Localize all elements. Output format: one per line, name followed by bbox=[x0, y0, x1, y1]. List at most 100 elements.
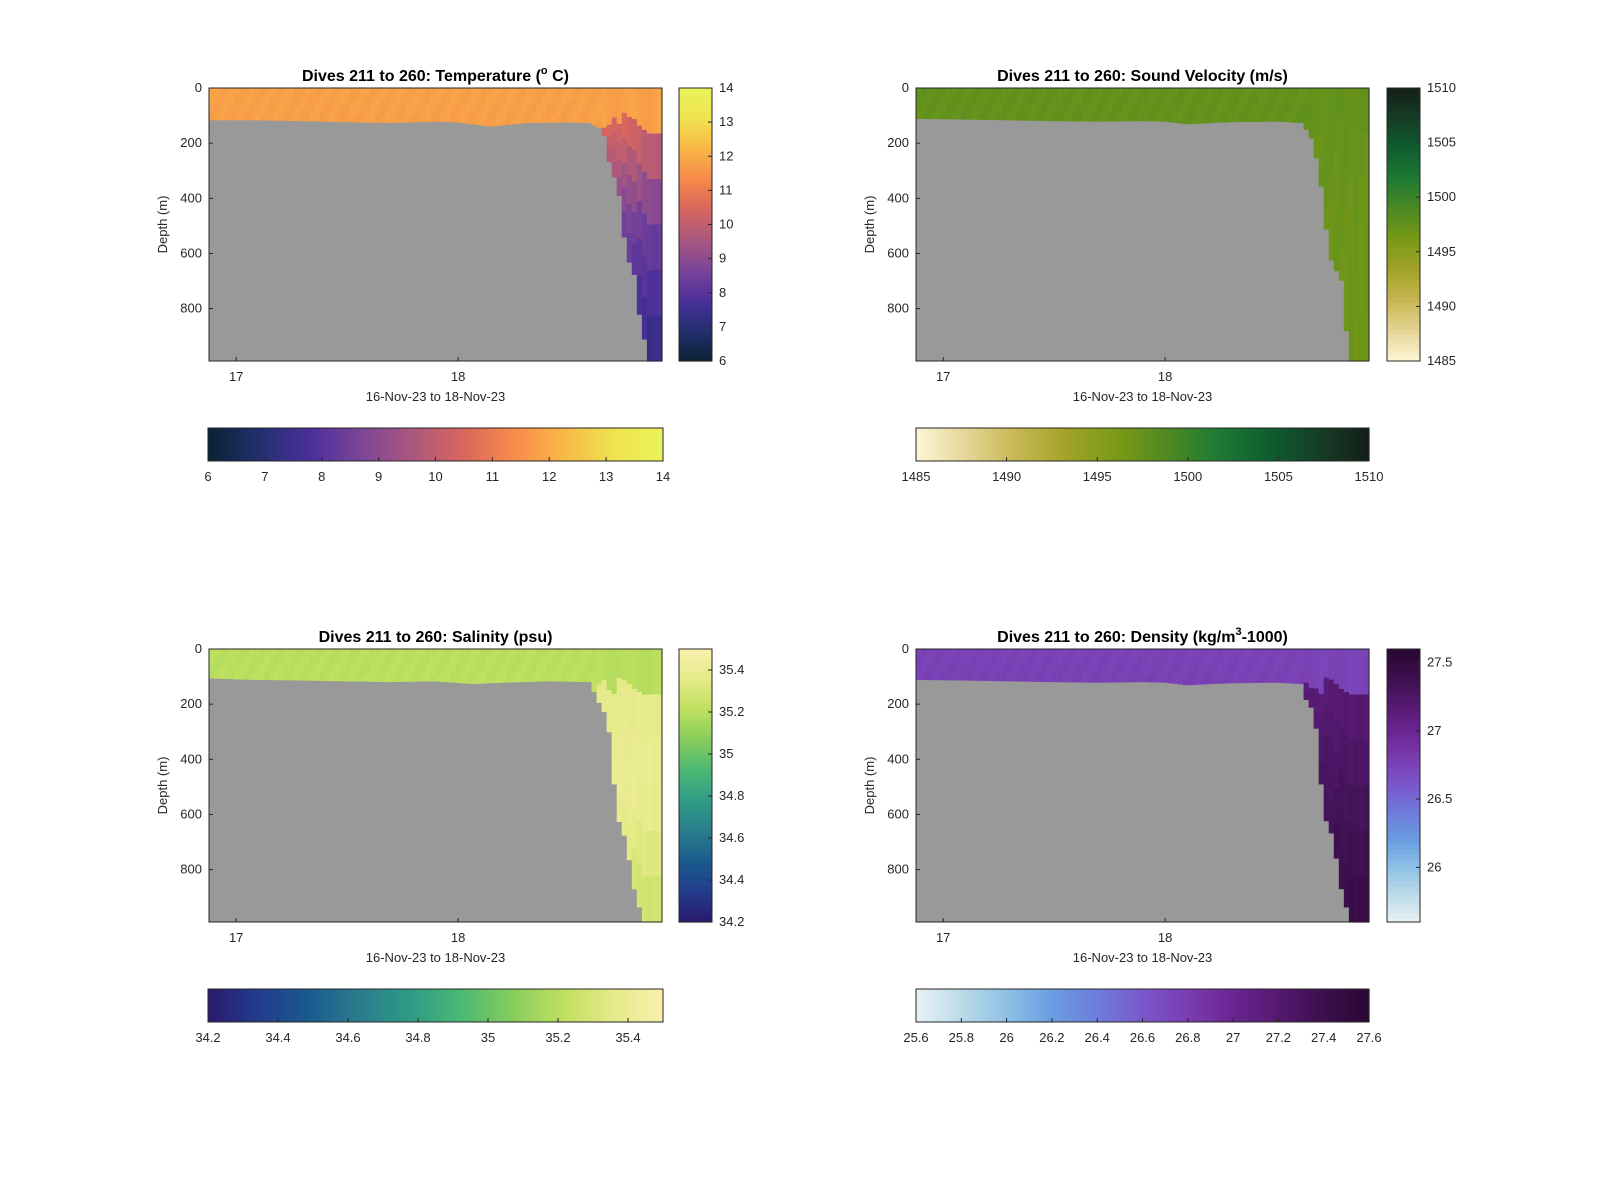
data-cell bbox=[309, 104, 316, 111]
colorbar-segment bbox=[1006, 428, 1013, 461]
data-cell bbox=[546, 88, 552, 95]
data-cell bbox=[309, 115, 316, 122]
data-cell bbox=[289, 115, 296, 121]
data-cell bbox=[991, 98, 998, 105]
data-cell bbox=[531, 659, 537, 666]
data-cell bbox=[1117, 98, 1123, 106]
colorbar-segment bbox=[1387, 917, 1420, 923]
data-cell bbox=[1293, 88, 1300, 95]
data-cell bbox=[561, 88, 567, 95]
data-cell bbox=[1318, 671, 1325, 695]
data-cell bbox=[1273, 649, 1279, 656]
data-cell bbox=[1258, 671, 1264, 678]
colorbar-segment bbox=[475, 989, 482, 1022]
data-cell bbox=[1036, 659, 1043, 666]
data-cell bbox=[410, 654, 416, 661]
data-cell bbox=[400, 649, 406, 655]
data-cell bbox=[264, 103, 270, 110]
colorbar-segment bbox=[1387, 767, 1420, 773]
colorbar-segment bbox=[679, 210, 712, 216]
data-cell bbox=[440, 99, 447, 106]
colorbar-segment bbox=[679, 676, 712, 682]
data-cell bbox=[224, 93, 230, 100]
colorbar-segment bbox=[622, 428, 629, 461]
data-cell bbox=[976, 664, 983, 671]
data-cell bbox=[1338, 248, 1345, 281]
data-cell bbox=[1036, 109, 1043, 116]
colorbar-segment bbox=[679, 188, 712, 194]
data-cell bbox=[556, 664, 562, 671]
data-cell bbox=[229, 98, 235, 105]
colorbar-tick-label: 34.2 bbox=[195, 1030, 220, 1045]
colorbar-segment bbox=[1387, 347, 1420, 353]
data-cell bbox=[1152, 659, 1159, 667]
data-cell bbox=[606, 676, 613, 691]
data-cell bbox=[1273, 671, 1279, 678]
data-cell bbox=[279, 104, 286, 111]
data-cell bbox=[1016, 114, 1023, 121]
data-cell bbox=[596, 693, 603, 703]
data-cell bbox=[601, 95, 608, 105]
data-cell bbox=[1172, 649, 1179, 656]
data-cell bbox=[1006, 93, 1013, 100]
data-cell bbox=[264, 109, 270, 116]
data-cell bbox=[385, 99, 391, 106]
data-cell bbox=[400, 105, 406, 112]
data-cell bbox=[1077, 654, 1083, 661]
colorbar-segment bbox=[1137, 989, 1144, 1022]
data-cell bbox=[334, 93, 341, 100]
data-cell bbox=[365, 116, 371, 123]
y-tick-label: 200 bbox=[887, 696, 909, 711]
colorbar-segment bbox=[946, 428, 952, 461]
data-cell bbox=[1152, 676, 1159, 683]
data-cell bbox=[946, 88, 952, 94]
colorbar-tick-label: 11 bbox=[486, 469, 500, 484]
colorbar-segment bbox=[1067, 989, 1073, 1022]
colorbar-segment bbox=[253, 428, 260, 461]
y-tick-label: 600 bbox=[887, 806, 909, 821]
data-cell bbox=[541, 116, 547, 123]
data-cell bbox=[641, 785, 648, 832]
data-cell bbox=[1051, 649, 1058, 656]
data-cell bbox=[1182, 649, 1189, 656]
colorbar-segment bbox=[420, 428, 426, 461]
data-cell bbox=[1293, 677, 1300, 684]
data-cell bbox=[269, 93, 276, 100]
data-cell bbox=[1353, 270, 1360, 317]
data-cell bbox=[1228, 649, 1234, 656]
colorbar-segment bbox=[991, 989, 998, 1022]
data-cell bbox=[460, 665, 467, 673]
data-cell bbox=[224, 109, 230, 116]
data-cell bbox=[1077, 659, 1083, 667]
colorbar-segment bbox=[1263, 428, 1269, 461]
colorbar-segment bbox=[679, 776, 712, 782]
data-cell bbox=[926, 88, 932, 94]
data-cell bbox=[299, 674, 306, 681]
colorbar-segment bbox=[496, 989, 502, 1022]
colorbar-segment bbox=[607, 428, 614, 461]
data-cell bbox=[1117, 115, 1123, 122]
colorbar-segment bbox=[1387, 762, 1420, 768]
colorbar-segment bbox=[1122, 989, 1128, 1022]
data-cell bbox=[1218, 99, 1224, 106]
data-cell bbox=[1162, 654, 1169, 661]
data-cell bbox=[1258, 660, 1264, 667]
colorbar-segment bbox=[465, 989, 472, 1022]
data-cell bbox=[986, 108, 993, 115]
colorbar-segment bbox=[679, 206, 712, 212]
data-cell bbox=[495, 100, 502, 108]
data-cell bbox=[1117, 109, 1123, 116]
colorbar-segment bbox=[1387, 689, 1420, 696]
data-cell bbox=[460, 99, 467, 106]
data-cell bbox=[1278, 654, 1285, 661]
data-cell bbox=[621, 804, 628, 836]
data-cell bbox=[425, 675, 432, 682]
data-cell bbox=[395, 670, 401, 677]
data-cell bbox=[1011, 93, 1018, 100]
data-cell bbox=[254, 659, 260, 665]
data-cell bbox=[566, 110, 572, 117]
data-cell bbox=[490, 88, 497, 95]
data-cell bbox=[526, 649, 532, 655]
data-cell bbox=[1147, 676, 1154, 683]
data-cell bbox=[1077, 649, 1083, 656]
